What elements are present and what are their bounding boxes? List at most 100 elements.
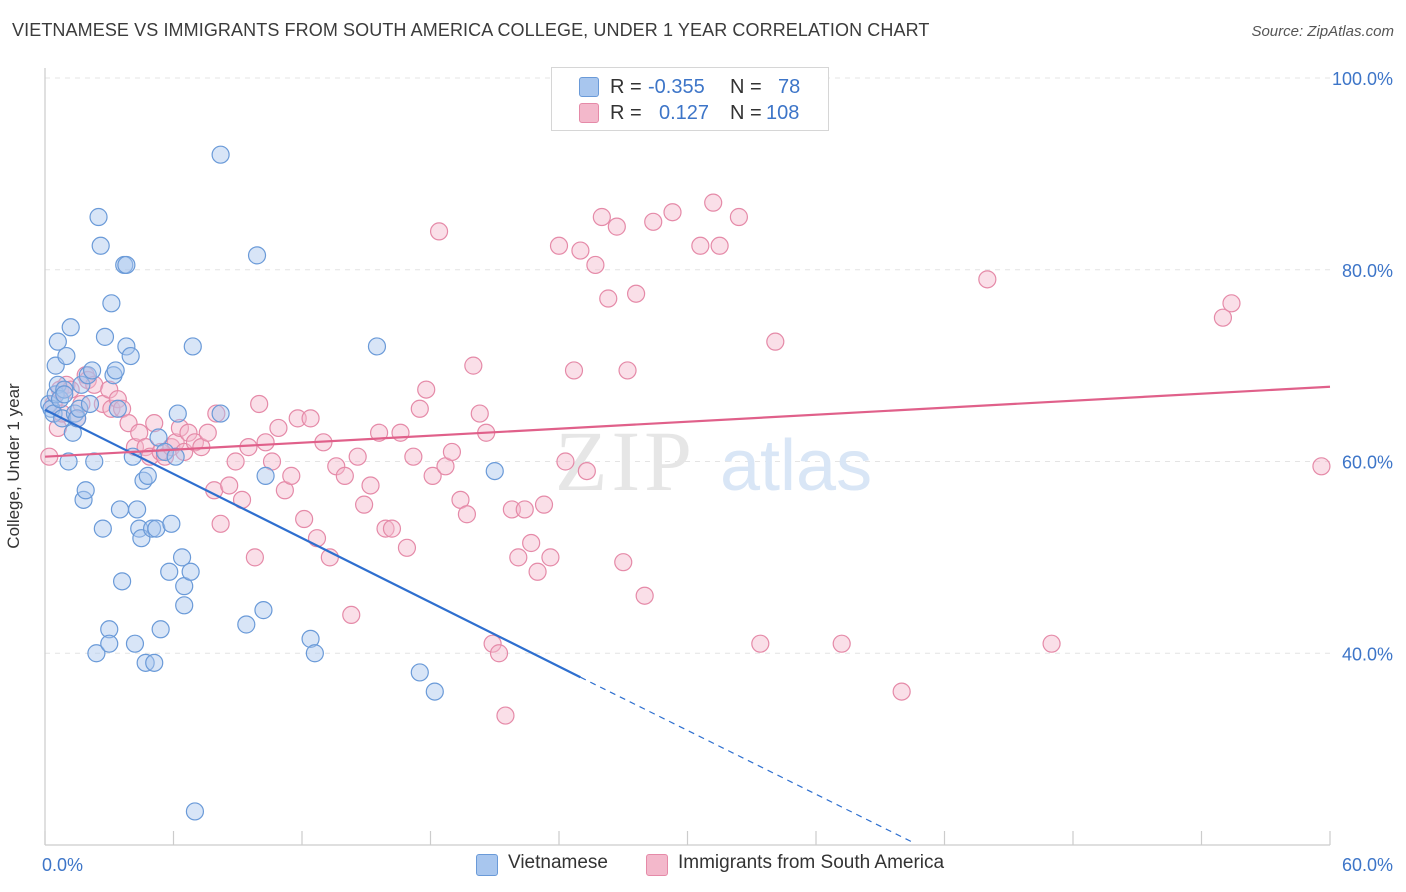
vietnamese-point [108, 399, 127, 418]
south-america-point [220, 476, 239, 495]
south-america-point [464, 356, 483, 375]
vietnamese-point [95, 327, 115, 346]
legend-r-label: R = [610, 76, 642, 98]
south-america-point [509, 548, 528, 567]
south-america-point [245, 548, 264, 567]
south-america-point [978, 270, 997, 289]
y-tick-labels: 40.0% 60.0% 80.0% 100.0% [1332, 69, 1393, 664]
vietnamese-point [256, 466, 275, 485]
legend-row-south-america: R = 0.127 N = 108 [552, 102, 828, 126]
vietnamese-point [237, 615, 256, 634]
legend-n-value: 108 [766, 102, 800, 124]
south-america-point [614, 553, 633, 572]
legend-n-label: N = [730, 76, 762, 98]
south-america-point [751, 634, 770, 653]
watermark: ZIP atlas [555, 413, 872, 509]
vietnamese-point [70, 399, 89, 418]
south-america-point [250, 394, 269, 414]
vietnamese-point [168, 404, 187, 423]
vietnamese-point [110, 500, 130, 519]
vietnamese-point [162, 514, 181, 533]
south-america-point [397, 538, 417, 557]
vietnamese-point [72, 375, 91, 394]
south-america-point [239, 438, 258, 457]
vietnamese-point [142, 519, 162, 538]
south-america-point [541, 548, 560, 567]
south-america-point [198, 423, 217, 442]
vietnamese-point [247, 246, 267, 265]
south-america-point [564, 361, 584, 380]
south-america-trend-line [44, 385, 1331, 458]
south-america-point [483, 634, 502, 653]
vietnamese-point [83, 361, 102, 380]
vietnamese-point [89, 207, 108, 227]
chart-title: VIETNAMESE VS IMMIGRANTS FROM SOUTH AMER… [12, 20, 930, 40]
vietnamese-point [106, 361, 125, 380]
vietnamese-point [305, 644, 324, 663]
south-america-point [496, 706, 515, 725]
south-america-point [626, 284, 646, 303]
south-america-point [442, 442, 462, 462]
y-tick-label: 80.0% [1342, 261, 1393, 281]
south-america-point [1222, 294, 1241, 313]
vietnamese-point [117, 255, 136, 275]
south-america-point [179, 423, 198, 442]
south-america-point [534, 495, 554, 514]
south-america-point [592, 207, 611, 227]
south-america-point [145, 414, 164, 433]
vietnamese-point [301, 629, 320, 648]
legend-swatch-vietnamese [579, 77, 599, 97]
vietnamese-point [80, 394, 100, 414]
vietnamese-point [172, 548, 192, 567]
legend-r-value: 0.127 [659, 102, 710, 124]
vietnamese-point [59, 452, 78, 471]
south-america-point [599, 289, 618, 308]
vietnamese-point [145, 653, 164, 672]
vietnamese-point [211, 145, 230, 164]
south-america-point [1312, 457, 1331, 476]
y-tick-label: 40.0% [1342, 644, 1393, 664]
south-america-point [515, 500, 534, 519]
south-america-point [155, 447, 175, 466]
south-america-point [635, 586, 654, 605]
vietnamese-point [425, 682, 444, 701]
vietnamese-point [100, 620, 119, 639]
south-america-point [556, 452, 575, 471]
trend-lines [44, 385, 1331, 843]
south-america-point [211, 514, 230, 533]
vietnamese-point [125, 634, 145, 653]
south-america-point [704, 193, 723, 212]
legend-n-value: 78 [778, 76, 801, 98]
south-america-point [470, 404, 489, 423]
south-america-points [40, 68, 1331, 725]
vietnamese-point [181, 562, 200, 581]
vietnamese-point [211, 404, 230, 423]
south-america-point [502, 500, 521, 519]
y-tick-label: 100.0% [1332, 69, 1393, 89]
watermark-zip: ZIP [555, 413, 696, 509]
south-america-point [429, 222, 449, 241]
south-america-point [607, 217, 626, 236]
south-america-point [729, 207, 749, 227]
south-america-point [618, 361, 637, 380]
south-america-point [170, 418, 190, 438]
y-tick-label: 60.0% [1342, 453, 1393, 473]
legend-r-value: -0.355 [648, 76, 705, 98]
vietnamese-point [55, 385, 74, 404]
south-america-point [404, 447, 423, 466]
vietnamese-point [100, 634, 119, 653]
vietnamese-point [87, 644, 106, 663]
vietnamese-point [48, 332, 67, 351]
vietnamese-point [151, 620, 170, 639]
south-america-point [307, 529, 327, 548]
south-america-point [288, 409, 307, 428]
bottom-legend-label-vietnamese: Vietnamese [508, 852, 608, 873]
stats-legend: R = -0.355 N = 78 R = 0.127 N = 108 [551, 67, 829, 131]
vietnamese-point [410, 663, 429, 682]
south-america-point [644, 212, 663, 231]
south-america-point [1213, 308, 1233, 327]
x-tick-labels: 0.0% 60.0% [42, 855, 1393, 875]
vietnamese-point [367, 337, 387, 356]
south-america-point [361, 476, 380, 495]
legend-r-label: R = [610, 102, 642, 124]
